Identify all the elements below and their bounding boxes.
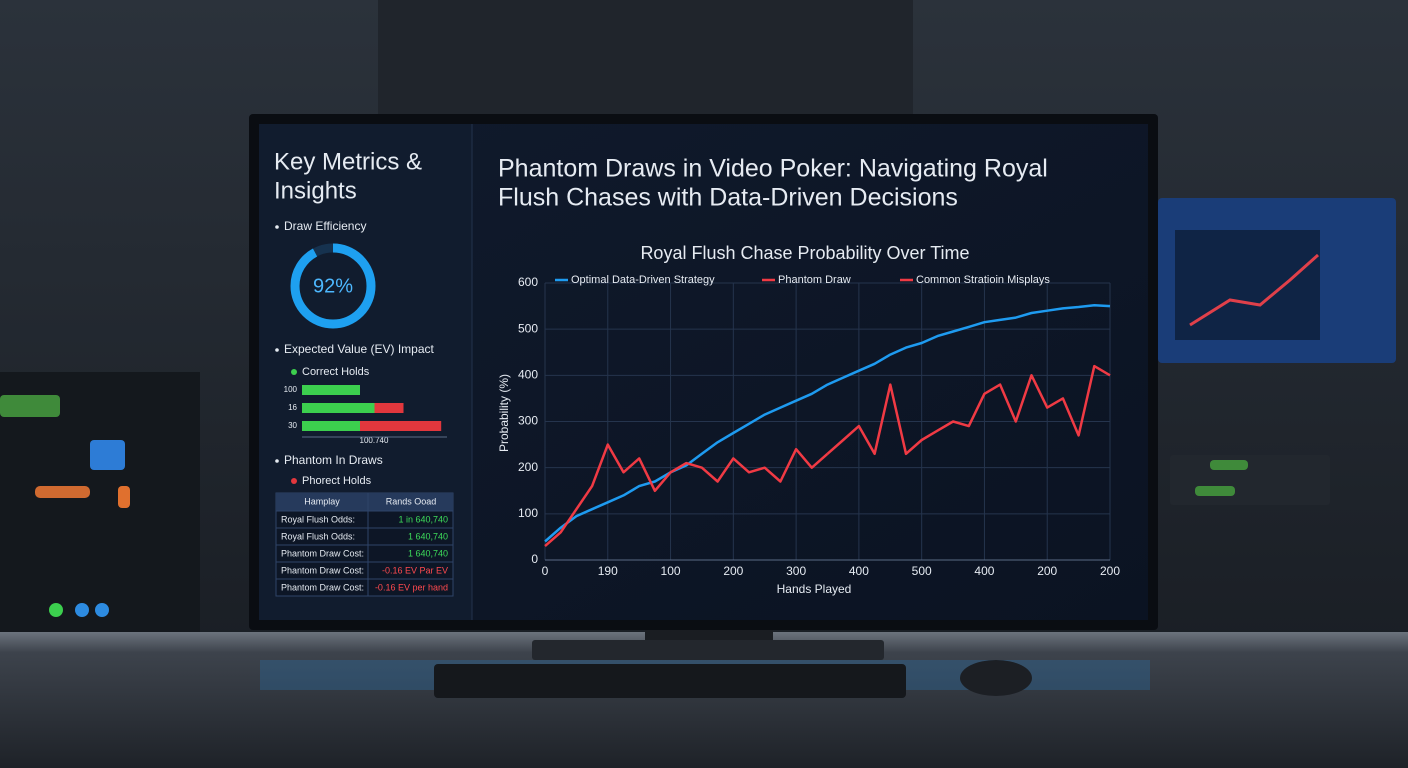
x-tick-label: 200 [723, 564, 743, 578]
sidebar-bullet: Expected Value (EV) Impact [284, 342, 435, 356]
y-tick-label: 0 [531, 552, 538, 566]
legend-label: Phorect Holds [302, 475, 372, 487]
y-tick-label: 100 [518, 506, 538, 520]
mouse [960, 660, 1032, 696]
x-tick-label: 0 [542, 564, 549, 578]
x-tick-label: 400 [974, 564, 994, 578]
bar [302, 421, 360, 431]
keyboard [434, 664, 906, 698]
bullet [275, 225, 279, 229]
x-axis-label: 100.740 [360, 436, 389, 445]
x-tick-label: 100 [661, 564, 681, 578]
legend-label: Phantom Draw [778, 274, 851, 286]
main-title: Phantom Draws in Video Poker: Navigating… [498, 155, 1048, 183]
table-header-cell: Rands Ooad [386, 496, 437, 506]
gauge-label: 92% [313, 275, 353, 297]
y-tick-label: 600 [518, 275, 538, 289]
legend-label: Correct Holds [302, 366, 370, 378]
sidebar-bullet: Phantom In Draws [284, 453, 383, 467]
table-cell: 1 640,740 [408, 531, 448, 541]
table-cell: 1 640,740 [408, 548, 448, 558]
table-cell: -0.16 EV per hand [375, 582, 448, 592]
legend-dot [291, 369, 297, 375]
x-tick-label: 300 [786, 564, 806, 578]
table-cell: Phantom Draw Cost: [281, 582, 364, 592]
y-tick-label: 300 [518, 414, 538, 428]
legend-label: Optimal Data-Driven Strategy [571, 274, 715, 286]
device-light [1195, 486, 1235, 496]
bar [360, 421, 442, 431]
table-cell: 1 in 640,740 [398, 514, 448, 524]
y-tick-label: 500 [518, 321, 538, 335]
table-header [276, 493, 453, 511]
y-tick-label: 200 [518, 460, 538, 474]
y-tick-label: 30 [288, 421, 297, 430]
chart-title: Royal Flush Chase Probability Over Time [640, 243, 969, 263]
legend-label: Common Stratioin Misplays [916, 274, 1050, 286]
line-series [544, 303, 1111, 543]
table-cell: Phantom Draw Cost: [281, 548, 364, 558]
legend-dot [291, 478, 297, 484]
bar [302, 403, 375, 413]
bullet [275, 348, 279, 352]
y-tick-label: 16 [288, 403, 297, 412]
bar [302, 385, 360, 395]
background-line [1189, 253, 1319, 327]
table-cell: Royal Flush Odds: [281, 514, 355, 524]
table-header-cell: Hamplay [304, 496, 340, 506]
sidebar-title: Key Metrics & [274, 148, 422, 175]
gauge-arc [290, 243, 376, 329]
device-light [1210, 460, 1248, 470]
background-device [1170, 455, 1330, 505]
x-tick-label: 200 [1037, 564, 1057, 578]
sidebar-bullet: Draw Efficiency [284, 219, 366, 233]
y-tick-label: 100 [284, 385, 298, 394]
main-title: Flush Chases with Data-Driven Decisions [498, 184, 958, 212]
line-series [826, 364, 1111, 456]
x-axis-label: Hands Played [777, 582, 852, 596]
background-monitor-screen [1175, 230, 1320, 340]
server-rack [0, 372, 200, 672]
odds-table: Hamplay Rands Ooad Royal Flush Odds: 1 in… [275, 492, 454, 597]
table-cell: -0.16 EV Par EV [382, 565, 448, 575]
table-cell: Royal Flush Odds: [281, 531, 355, 541]
rack-lights [0, 395, 130, 617]
y-tick-label: 400 [518, 368, 538, 382]
x-tick-label: 400 [849, 564, 869, 578]
y-axis-label: Probability (%) [497, 374, 511, 452]
x-tick-label: 190 [598, 564, 618, 578]
x-tick-label: 500 [912, 564, 932, 578]
wall-panel [378, 0, 913, 120]
x-tick-label: 200 [1100, 564, 1120, 578]
table-cell: Phantom Draw Cost: [281, 565, 364, 575]
bullet [275, 459, 279, 463]
bar [374, 403, 404, 413]
monitor-base [532, 640, 884, 660]
sidebar-title: Insights [274, 177, 357, 204]
line-series [544, 443, 829, 548]
